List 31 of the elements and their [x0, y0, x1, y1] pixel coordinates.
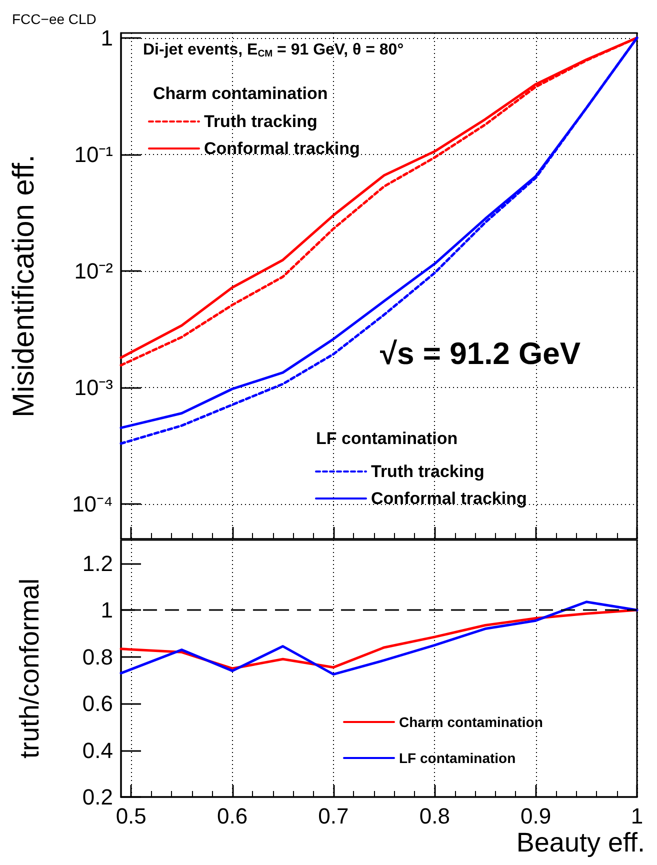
text: FCC−ee CLD [12, 11, 96, 27]
y-tick-label: 1.2 [82, 550, 113, 576]
legend-label: Charm contamination [399, 714, 543, 730]
y-tick-label: 1 [100, 25, 113, 50]
legend-label: Truth tracking [371, 462, 484, 481]
y-tick-label: 0.4 [82, 738, 113, 763]
x-tick-label: 0.5 [116, 804, 146, 828]
y-tick-label: 10⁻⁴ [72, 491, 113, 516]
x-tick-label: 0.7 [318, 804, 349, 828]
x-tick-label: 0.6 [216, 804, 248, 828]
y-axis-title: truth/conformal [14, 578, 44, 759]
y-tick-label: 10⁻¹ [74, 142, 113, 167]
y-tick-label: 0.2 [82, 784, 113, 810]
x-tick-label: 1 [630, 804, 644, 828]
legend-label: Truth tracking [204, 112, 318, 131]
y-axis-title: Misidentification eff. [8, 154, 40, 418]
x-axis-title: Beauty eff. [516, 828, 645, 858]
annotation: LF contamination [316, 429, 458, 448]
y-tick-label: 10⁻² [74, 258, 113, 284]
x-tick-label: 0.9 [520, 804, 552, 828]
y-tick-label: 1 [100, 598, 113, 623]
line-series [120, 600, 638, 676]
annotation: √s = 91.2 GeV [380, 336, 581, 371]
y-tick-label: 0.6 [82, 691, 113, 716]
x-tick-label: 0.8 [419, 804, 450, 828]
legend-label: Conformal tracking [204, 139, 360, 158]
annotation: Charm contamination [153, 84, 328, 103]
y-tick-label: 0.8 [82, 644, 113, 670]
legend-label: LF contamination [399, 750, 516, 766]
y-tick-label: 10⁻³ [74, 374, 113, 400]
legend-label: Conformal tracking [371, 489, 527, 508]
